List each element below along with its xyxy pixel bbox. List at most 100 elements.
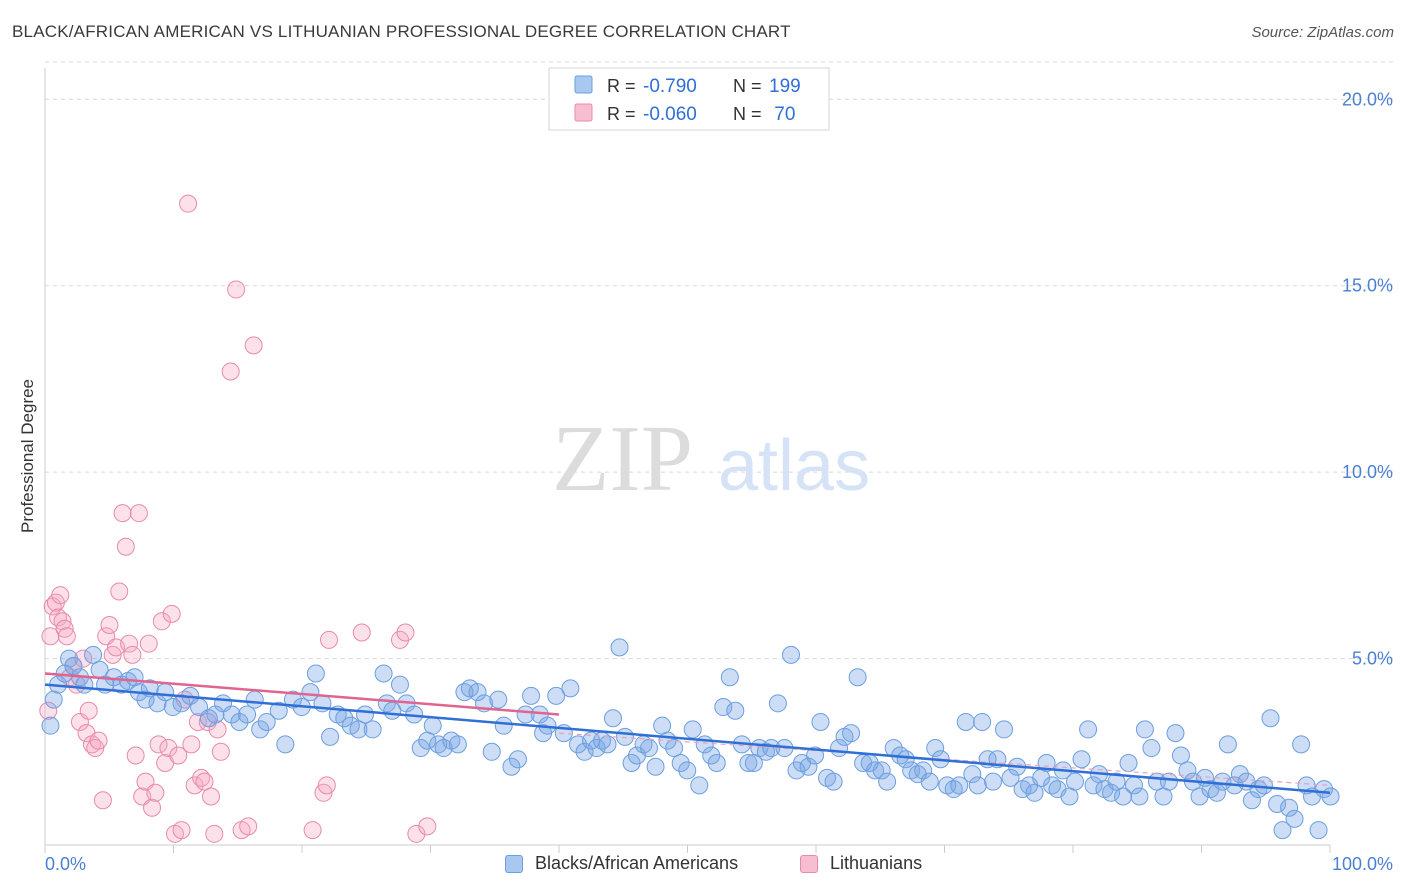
lithuanian-point [152,612,171,631]
black-point [411,739,430,758]
lithuanian-point [139,634,158,653]
black-point [489,690,508,709]
black-point [349,720,368,739]
black-point [1254,776,1273,795]
y-tick-label: 5.0% [1352,649,1393,669]
x-tick-label: 100.0% [1332,854,1393,874]
lithuanian-point [162,604,181,623]
lithuanian-point [418,817,437,836]
lithuanian-point [79,701,98,720]
legend-item-blacks[interactable]: Blacks/African Americans [505,853,738,874]
lithuanian-point [244,336,263,355]
lithuanian-point [159,739,178,758]
lithuanian-point [205,824,224,843]
black-point [866,761,885,780]
black-point [824,772,843,791]
black-point [968,776,987,795]
legend-swatch-lithuanians [800,854,818,873]
black-point [640,739,659,758]
black-point [963,765,982,784]
black-point [561,679,580,698]
black-point [1079,720,1098,739]
black-point [245,690,264,709]
legend-n-value-1: 199 [769,76,801,97]
black-point [1159,772,1178,791]
lithuanian-point [172,821,191,840]
lithuanian-point [57,627,76,646]
black-point [136,690,155,709]
black-point [1285,809,1304,828]
lithuanian-point [303,821,322,840]
lithuanian-point [239,817,258,836]
black-point [257,712,276,731]
black-point [238,705,257,724]
black-point [950,776,969,795]
watermark-zip: ZIP [552,407,693,511]
y-tick-labels: 5.0% 10.0% 15.0% 20.0% [1342,89,1393,668]
black-point [768,694,787,713]
lithuanian-point [169,746,188,765]
black-point [646,757,665,776]
black-point [1171,746,1190,765]
legend-swatch-blacks [505,854,523,873]
lithuanian-point [123,645,142,664]
black-point [156,683,175,702]
black-point [468,683,487,702]
black-point [782,645,801,664]
y-tick-label: 10.0% [1342,462,1393,482]
black-point [269,701,288,720]
black-point [390,675,409,694]
black-point [1130,787,1149,806]
black-point [1218,735,1237,754]
black-point [321,727,340,746]
lithuanian-point [39,701,58,720]
lithuanian-point [51,586,70,605]
black-point [714,698,733,717]
black-point [984,772,1003,791]
black-point [547,686,566,705]
black-point [1102,783,1121,802]
series-legend: Blacks/African Americans Lithuanians [0,850,1406,878]
black-point [920,772,939,791]
black-point [363,720,382,739]
black-point [926,739,945,758]
black-point [448,735,467,754]
black-point [872,761,891,780]
black-point [508,750,527,769]
lithuanian-point [211,742,230,761]
trend-extension-dashed [558,732,1331,786]
lithuanian-point [143,798,162,817]
black-point [1190,787,1209,806]
black-point [956,712,975,731]
black-point [163,698,182,717]
black-point [973,712,992,731]
lithuanian-point [126,746,145,765]
black-point [739,753,758,772]
source-credit: Source: ZipAtlas.com [1251,24,1394,41]
black-point [848,668,867,687]
legend-item-lithuanians[interactable]: Lithuanians [800,853,922,874]
black-point [230,712,249,731]
lithuanian-point [227,280,246,299]
black-point [301,683,320,702]
lithuanian-point [55,619,74,638]
black-point [994,720,1013,739]
lithuanian-point [202,787,221,806]
black-point [1309,821,1328,840]
black-point [251,720,270,739]
lithuanian-point [53,612,72,631]
black-point [690,776,709,795]
lithuanian-point [110,582,129,601]
black-point [914,761,933,780]
lithuanian-point [182,735,201,754]
legend-n-value-2: 70 [769,104,795,125]
lithuanians-points [39,194,437,843]
black-point [678,761,697,780]
black-point [1321,787,1340,806]
trend-lines [44,672,1331,795]
lithuanian-point [89,731,108,750]
black-point [615,727,634,746]
black-point [374,664,393,683]
black-point [575,742,594,761]
